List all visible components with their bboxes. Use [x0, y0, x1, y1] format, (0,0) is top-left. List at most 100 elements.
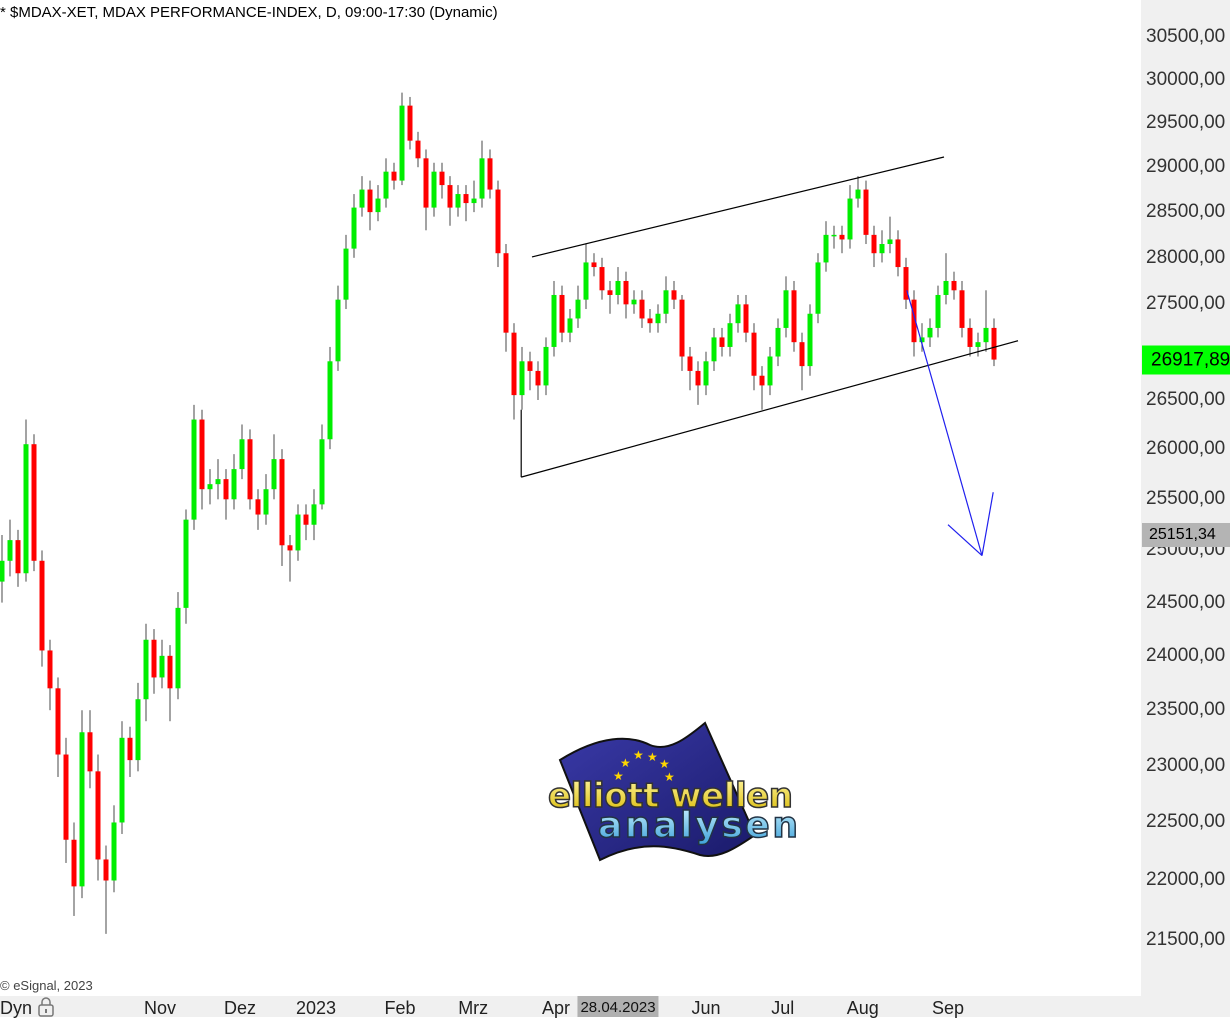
candle-up	[615, 280, 621, 295]
candle-down	[647, 318, 653, 324]
candle-down	[967, 327, 973, 347]
candle-down	[39, 560, 45, 651]
svg-text:analysen: analysen	[598, 805, 798, 846]
candle-down	[503, 253, 509, 333]
candle-up	[0, 560, 5, 582]
candle-up	[191, 419, 197, 520]
svg-text:★: ★	[659, 757, 670, 771]
candle-up	[7, 540, 13, 561]
candle-down	[287, 545, 293, 551]
candle-down	[247, 439, 253, 500]
candle-up	[711, 337, 717, 362]
candle-down	[367, 189, 373, 213]
candle-down	[671, 290, 677, 300]
candle-up	[431, 171, 437, 208]
candle-up	[575, 299, 581, 319]
candle-down	[895, 239, 901, 268]
candle-down	[623, 280, 629, 305]
candle-down	[911, 299, 917, 343]
channel-lower-line	[521, 340, 1019, 478]
candle-up	[543, 346, 549, 386]
candle-down	[255, 499, 261, 515]
candle-up	[567, 318, 573, 333]
price-axis[interactable]: 30500,00 30000,00 29500,00 29000,00 28500,00…	[1141, 0, 1230, 1017]
lock-icon[interactable]	[37, 997, 55, 1017]
y-tick-label: 23500,00	[1146, 699, 1226, 721]
candle-up	[583, 262, 589, 300]
candle-down	[559, 294, 565, 333]
y-tick-label: 28000,00	[1146, 246, 1226, 268]
dynamic-mode-label[interactable]: Dyn	[0, 998, 33, 1018]
candle-down	[591, 262, 597, 268]
projection-line	[906, 290, 983, 556]
candle-down	[407, 105, 413, 141]
elliott-wellen-analysen-logo: ★★ ★ ★★★ elliott wellen analysen	[547, 721, 799, 862]
candle-up	[855, 189, 861, 199]
candle-up	[295, 514, 301, 551]
candle-down	[151, 639, 157, 678]
candle-up	[767, 356, 773, 386]
candle-down	[687, 356, 693, 371]
candle-up	[359, 189, 365, 208]
y-tick-label: 27500,00	[1146, 293, 1226, 315]
candle-up	[663, 290, 669, 314]
candle-up	[551, 294, 557, 347]
time-axis[interactable]: Dyn 28.04.2023 Nov Dez 2023 Feb Mrz Apr Jun Jul…	[0, 996, 1141, 1018]
candle-down	[639, 299, 645, 319]
candle-up	[135, 699, 141, 761]
x-tick-label: 2023	[295, 998, 337, 1018]
candle-down	[71, 839, 77, 887]
y-tick-label: 30000,00	[1146, 68, 1226, 90]
chart-title: * $MDAX-XET, MDAX PERFORMANCE-INDEX, D, …	[0, 4, 498, 21]
candle-up	[111, 822, 117, 881]
svg-text:★: ★	[664, 770, 675, 784]
candle-up	[471, 198, 477, 204]
candle-up	[655, 313, 661, 324]
candle-down	[87, 732, 93, 772]
candlestick-chart[interactable]	[0, 0, 1141, 996]
chart-plot-area[interactable]: * $MDAX-XET, MDAX PERFORMANCE-INDEX, D, …	[0, 0, 1141, 996]
svg-text:★: ★	[620, 756, 631, 770]
candle-down	[695, 370, 701, 386]
y-tick-label: 30500,00	[1146, 26, 1226, 47]
candle-up	[455, 194, 461, 208]
candle-up	[831, 234, 837, 237]
candle-down	[871, 234, 877, 254]
candle-up	[887, 239, 893, 245]
y-tick-label: 25500,00	[1146, 488, 1226, 510]
channel-upper-line	[531, 156, 945, 258]
x-tick-label: Jul	[771, 998, 795, 1018]
candle-up	[375, 198, 381, 213]
candle-down	[487, 158, 493, 190]
candle-up	[351, 207, 357, 249]
candle-up	[327, 361, 333, 440]
y-tick-label: 21500,00	[1146, 928, 1226, 950]
candle-up	[263, 489, 269, 515]
candle-down	[679, 299, 685, 357]
x-tick-label: Feb	[384, 998, 416, 1018]
x-tick-label: Nov	[143, 998, 177, 1018]
candle-up	[183, 519, 189, 608]
candle-up	[399, 105, 405, 181]
candle-up	[207, 484, 213, 490]
candle-up	[983, 327, 989, 343]
x-tick-label: Apr	[541, 998, 571, 1018]
candle-down	[839, 234, 845, 240]
y-tick-label: 26000,00	[1146, 438, 1226, 460]
candle-up	[879, 244, 885, 254]
candle-up	[335, 299, 341, 362]
candle-down	[439, 171, 445, 186]
candle-up	[519, 361, 525, 396]
candle-up	[943, 280, 949, 295]
candle-up	[847, 198, 853, 240]
y-tick-label: 24000,00	[1146, 644, 1226, 666]
candle-up	[823, 234, 829, 263]
y-tick-label: 23000,00	[1146, 754, 1226, 776]
y-tick-label: 29500,00	[1146, 112, 1226, 134]
candle-down	[199, 419, 205, 490]
candle-down	[223, 479, 229, 500]
candle-down	[759, 375, 765, 386]
candle-up	[159, 655, 165, 678]
candle-down	[447, 185, 453, 208]
candle-down	[951, 280, 957, 291]
